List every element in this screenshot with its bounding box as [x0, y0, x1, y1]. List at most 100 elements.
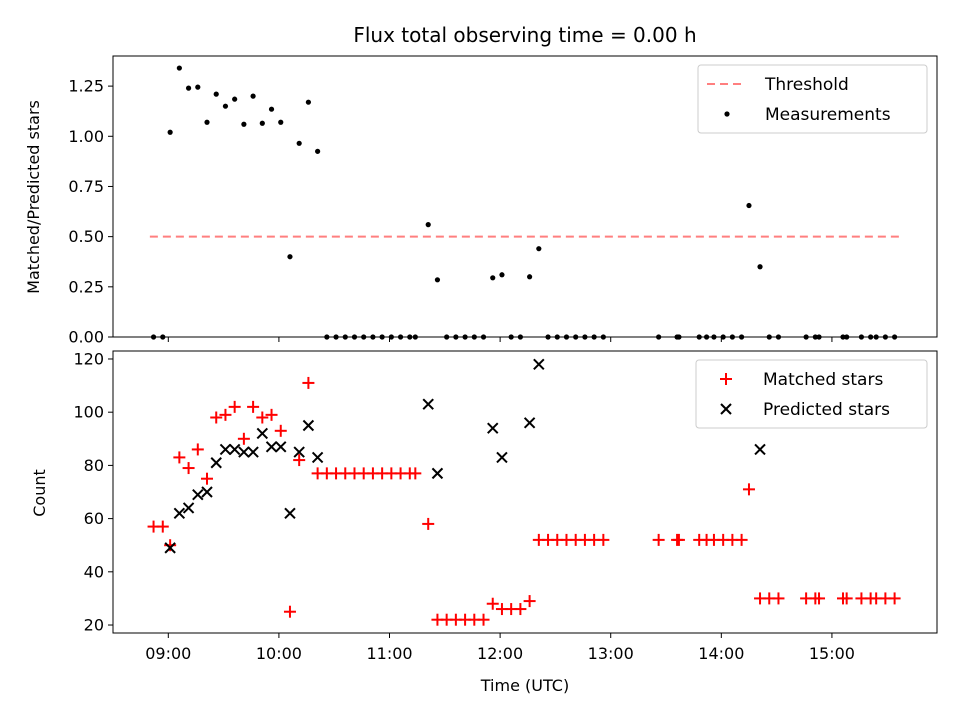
top-plot-frame	[112, 55, 938, 338]
bottom-y-tick-label: 120	[73, 349, 104, 368]
matched-stars-points	[147, 376, 901, 626]
matched-star-marker	[742, 483, 755, 496]
predicted-star-marker	[265, 441, 278, 453]
matched-star-marker	[265, 408, 278, 421]
bottom-x-tick-label: 15:00	[809, 644, 855, 663]
predicted-star-marker	[284, 507, 296, 519]
measurement-point	[250, 93, 256, 99]
top-y-tick-label: 0.25	[68, 277, 104, 296]
top-legend-box	[697, 64, 928, 134]
predicted-star-marker	[238, 446, 250, 458]
measurement-point	[757, 264, 763, 270]
top-y-tick-label: 1.25	[68, 77, 104, 96]
matched-star-marker	[597, 533, 610, 546]
bottom-y-axis-label: Count	[30, 469, 49, 517]
top-y-tick-label: 0.50	[68, 227, 104, 246]
matched-star-marker	[888, 592, 901, 605]
predicted-star-marker	[275, 441, 287, 453]
top-panel: 0.00 0.25 0.50 0.75 1.00 1.25 Matched/Predict…	[24, 55, 938, 347]
measurement-point	[268, 106, 275, 112]
measurement-point	[434, 277, 441, 283]
matched-star-marker	[191, 443, 204, 456]
matched-star-marker	[156, 520, 169, 533]
chart-title: Flux total observing time = 0.00 h	[353, 23, 696, 47]
matched-star-marker	[840, 592, 853, 605]
matched-star-marker	[735, 533, 748, 546]
matched-star-marker	[237, 432, 250, 445]
matched-star-marker	[173, 451, 186, 464]
predicted-star-marker	[533, 358, 545, 371]
predicted-star-marker	[173, 507, 186, 519]
top-y-tick-label: 0.75	[68, 177, 104, 196]
bottom-x-tick-label: 10:00	[256, 644, 302, 663]
predicted-star-marker	[311, 451, 324, 464]
measurement-point	[232, 96, 238, 102]
matched-star-marker	[219, 408, 232, 421]
matched-star-marker	[302, 376, 315, 389]
bottom-legend: Matched stars Predicted stars	[695, 359, 928, 429]
bottom-x-tick-label: 12:00	[477, 644, 523, 663]
predicted-star-marker	[164, 542, 176, 554]
predicted-star-marker	[754, 443, 766, 456]
matched-star-marker	[672, 533, 685, 546]
predicted-star-marker	[192, 488, 204, 501]
top-legend-measurements-swatch	[724, 111, 730, 117]
bottom-y-tick-label: 40	[84, 562, 104, 581]
measurement-point	[222, 103, 229, 109]
bottom-x-axis: 09:00 10:00 11:00 12:00 13:00 14:00 15:00	[145, 633, 855, 663]
matched-star-marker	[523, 595, 536, 608]
measurement-point	[746, 202, 752, 209]
bottom-y-tick-label: 80	[84, 456, 104, 475]
top-y-axis-label: Matched/Predicted stars	[24, 100, 43, 294]
matched-star-marker	[256, 411, 269, 424]
measurement-point	[315, 148, 321, 154]
matched-star-marker	[477, 613, 490, 626]
predicted-star-marker	[422, 398, 434, 410]
predicted-star-marker	[293, 446, 305, 458]
measurement-point	[425, 222, 431, 228]
matched-star-marker	[813, 592, 826, 605]
measurement-point	[490, 275, 496, 281]
measurement-point	[287, 254, 293, 260]
top-y-tick-label: 0.00	[68, 328, 104, 347]
predicted-star-marker	[487, 422, 499, 434]
measurement-point	[305, 99, 312, 105]
bottom-y-tick-label: 60	[84, 509, 104, 528]
predicted-star-marker	[182, 502, 195, 514]
matched-star-marker	[182, 462, 195, 475]
measurement-point	[167, 129, 173, 135]
bottom-legend-matched-swatch	[720, 373, 732, 385]
predicted-star-marker	[219, 443, 232, 456]
predicted-star-marker	[431, 467, 444, 480]
bottom-y-tick-label: 20	[84, 616, 104, 635]
bottom-x-tick-label: 09:00	[145, 644, 191, 663]
measurement-point	[241, 121, 247, 127]
bottom-legend-predicted-swatch	[720, 403, 732, 415]
matched-star-marker	[293, 454, 306, 467]
matched-star-marker	[201, 472, 214, 485]
measurement-point	[213, 91, 219, 97]
matched-star-marker	[486, 597, 499, 610]
matched-star-marker	[210, 411, 223, 424]
matched-star-marker	[409, 467, 422, 480]
top-legend: Threshold Measurements	[697, 64, 928, 134]
measurement-point	[176, 65, 182, 71]
measurement-point	[499, 272, 505, 278]
bottom-legend-matched-label: Matched stars	[763, 370, 883, 390]
predicted-star-marker	[496, 451, 508, 464]
matched-star-marker	[514, 603, 527, 616]
measurement-point	[185, 85, 192, 91]
predicted-star-marker	[247, 446, 259, 458]
matched-star-marker	[228, 400, 241, 413]
matched-star-marker	[772, 592, 785, 605]
predicted-star-marker	[228, 443, 241, 456]
matched-star-marker	[422, 517, 435, 530]
measurement-point	[204, 119, 210, 125]
bottom-x-tick-label: 11:00	[366, 644, 412, 663]
predicted-star-marker	[302, 419, 315, 432]
predicted-star-marker	[256, 427, 269, 440]
matched-star-marker	[283, 605, 296, 618]
bottom-panel: 20 40 60 80 100 120 09:00 10:00 11:00 12:00 13:00…	[30, 349, 938, 695]
top-legend-measurements-label: Measurements	[765, 105, 891, 125]
